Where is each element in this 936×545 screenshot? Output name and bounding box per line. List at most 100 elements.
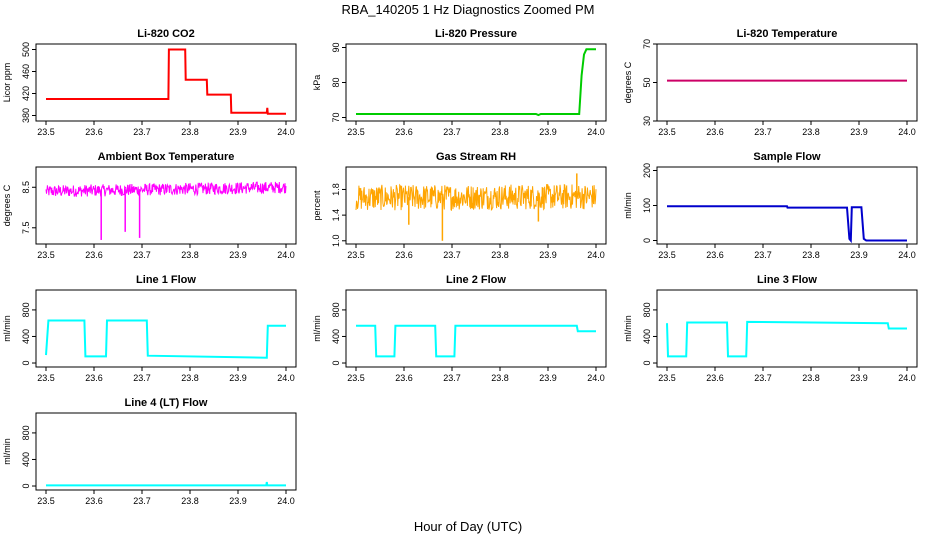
line-2-flow-y-tick-label: 800 (331, 302, 341, 317)
line-4-lt-flow-x-tick-label: 23.8 (181, 496, 199, 506)
li-820-temperature-x-tick-label: 23.5 (658, 127, 676, 137)
ambient-box-temperature-x-tick-label: 23.7 (133, 250, 151, 260)
ambient-box-temperature-plot-frame (35, 166, 297, 245)
panel-1: Li-820 CO2 23.5 23.6 23.7 23.8 23.9 24.0 380 420… (2, 28, 297, 137)
line-4-lt-flow-title: Line 4 (LT) Flow (125, 397, 208, 409)
panel-6: Sample Flow 23.5 23.6 23.7 23.8 23.9 24.0 0 100 2… (623, 151, 918, 260)
line-3-flow-y-axis-label: ml/min (623, 315, 633, 342)
li-820-co2-x-tick-label: 23.6 (85, 127, 103, 137)
li-820-temperature-x-tick-label: 23.6 (706, 127, 724, 137)
line-4-lt-flow-y-tick-label: 0 (21, 484, 31, 489)
line-2-flow-y-axis-label: ml/min (312, 315, 322, 342)
line-1-flow-x-tick-label: 23.8 (181, 373, 199, 383)
li-820-pressure-x-tick-label: 24.0 (587, 127, 605, 137)
li-820-pressure-x-tick-label: 23.7 (443, 127, 461, 137)
ambient-box-temperature-x-tick-label: 23.9 (229, 250, 247, 260)
li-820-temperature-y-axis-label: degrees C (623, 61, 633, 103)
line-3-flow-y-tick-label: 0 (642, 361, 652, 366)
li-820-pressure-series-line (356, 48, 596, 117)
line-3-flow-x-tick-label: 23.7 (754, 373, 772, 383)
line-3-flow-series-line (666, 320, 907, 358)
line-2-flow-x-tick-label: 23.8 (491, 373, 509, 383)
ambient-box-temperature-x-tick-label: 23.6 (85, 250, 103, 260)
sample-flow-x-tick-label: 23.9 (850, 250, 868, 260)
li-820-co2-y-tick-label: 380 (21, 108, 31, 123)
li-820-co2-x-tick-label: 23.7 (133, 127, 151, 137)
line-4-lt-flow-x-tick-label: 23.9 (229, 496, 247, 506)
line-2-flow-title: Line 2 Flow (446, 274, 506, 286)
gas-stream-rh-y-axis-label: percent (312, 190, 322, 221)
ambient-box-temperature-series-line (45, 181, 287, 197)
gas-stream-rh-x-tick-label: 23.6 (395, 250, 413, 260)
line-1-flow-title: Line 1 Flow (136, 274, 196, 286)
li-820-pressure-y-tick-label: 80 (331, 77, 341, 87)
line-4-lt-flow-y-axis-label: ml/min (2, 438, 12, 465)
li-820-co2-x-tick-label: 24.0 (277, 127, 295, 137)
line-1-flow-x-tick-label: 23.9 (229, 373, 247, 383)
figure-title: RBA_140205 1 Hz Diagnostics Zoomed PM (342, 2, 595, 17)
ambient-box-temperature-y-tick-label: 7.5 (21, 222, 31, 235)
line-3-flow-y-tick-label: 400 (642, 329, 652, 344)
li-820-co2-x-tick-label: 23.8 (181, 127, 199, 137)
line-4-lt-flow-x-tick-label: 23.6 (85, 496, 103, 506)
ambient-box-temperature-y-axis-label: degrees C (2, 184, 12, 226)
line-1-flow-series-line (45, 319, 286, 359)
li-820-temperature-y-tick-label: 50 (642, 77, 652, 87)
gas-stream-rh-x-tick-label: 23.9 (539, 250, 557, 260)
line-1-flow-y-tick-label: 800 (21, 302, 31, 317)
ambient-box-temperature-title: Ambient Box Temperature (98, 151, 235, 163)
line-2-flow-x-tick-label: 24.0 (587, 373, 605, 383)
panel-8: Line 2 Flow 23.5 23.6 23.7 23.8 23.9 24.0 0 400 8… (312, 274, 607, 383)
li-820-co2-y-tick-label: 500 (21, 42, 31, 57)
line-1-flow-y-axis-label: ml/min (2, 315, 12, 342)
line-3-flow-x-tick-label: 23.6 (706, 373, 724, 383)
line-3-flow-x-tick-label: 23.9 (850, 373, 868, 383)
line-4-lt-flow-series-line (46, 481, 286, 487)
sample-flow-x-tick-label: 24.0 (898, 250, 916, 260)
line-4-lt-flow-x-tick-label: 24.0 (277, 496, 295, 506)
sample-flow-y-axis-label: ml/min (623, 192, 633, 219)
line-4-lt-flow-y-tick-label: 400 (21, 452, 31, 467)
li-820-temperature-title: Li-820 Temperature (737, 28, 838, 40)
sample-flow-x-tick-label: 23.8 (802, 250, 820, 260)
ambient-box-temperature-y-tick-label: 8.5 (21, 181, 31, 194)
panel-3: Li-820 Temperature 23.5 23.6 23.7 23.8 23.9 24… (623, 28, 918, 137)
line-1-flow-plot-frame (35, 289, 297, 368)
li-820-temperature-x-tick-label: 23.7 (754, 127, 772, 137)
li-820-co2-y-tick-label: 420 (21, 86, 31, 101)
line-2-flow-x-tick-label: 23.9 (539, 373, 557, 383)
line-2-flow-x-tick-label: 23.7 (443, 373, 461, 383)
li-820-temperature-y-tick-label: 70 (642, 39, 652, 49)
line-3-flow-title: Line 3 Flow (757, 274, 817, 286)
gas-stream-rh-x-tick-label: 23.8 (491, 250, 509, 260)
li-820-pressure-y-axis-label: kPa (312, 75, 322, 91)
ambient-box-temperature-x-tick-label: 23.5 (37, 250, 55, 260)
gas-stream-rh-y-tick-label: 1.4 (331, 209, 341, 222)
li-820-pressure-x-tick-label: 23.5 (347, 127, 365, 137)
li-820-co2-y-axis-label: Licor ppm (2, 63, 12, 103)
gas-stream-rh-plot-frame (345, 166, 607, 245)
li-820-pressure-x-tick-label: 23.6 (395, 127, 413, 137)
li-820-co2-x-tick-label: 23.9 (229, 127, 247, 137)
li-820-co2-y-tick-label: 460 (21, 64, 31, 79)
line-1-flow-y-tick-label: 0 (21, 361, 31, 366)
sample-flow-x-tick-label: 23.7 (754, 250, 772, 260)
ambient-box-temperature-x-tick-label: 24.0 (277, 250, 295, 260)
sample-flow-title: Sample Flow (753, 151, 821, 163)
gas-stream-rh-x-tick-label: 24.0 (587, 250, 605, 260)
line-2-flow-x-tick-label: 23.5 (347, 373, 365, 383)
li-820-temperature-x-tick-label: 23.8 (802, 127, 820, 137)
line-4-lt-flow-plot-frame (35, 412, 297, 491)
gas-stream-rh-title: Gas Stream RH (436, 151, 516, 163)
sample-flow-y-tick-label: 100 (642, 198, 652, 213)
li-820-temperature-y-tick-label: 30 (642, 116, 652, 126)
gas-stream-rh-series-line (355, 183, 597, 211)
li-820-temperature-x-tick-label: 23.9 (850, 127, 868, 137)
sample-flow-y-tick-label: 0 (642, 238, 652, 243)
sample-flow-x-tick-label: 23.6 (706, 250, 724, 260)
panel-2: Li-820 Pressure 23.5 23.6 23.7 23.8 23.9 24.0 7… (312, 28, 607, 137)
line-3-flow-plot-frame (656, 289, 918, 368)
line-1-flow-x-tick-label: 23.6 (85, 373, 103, 383)
